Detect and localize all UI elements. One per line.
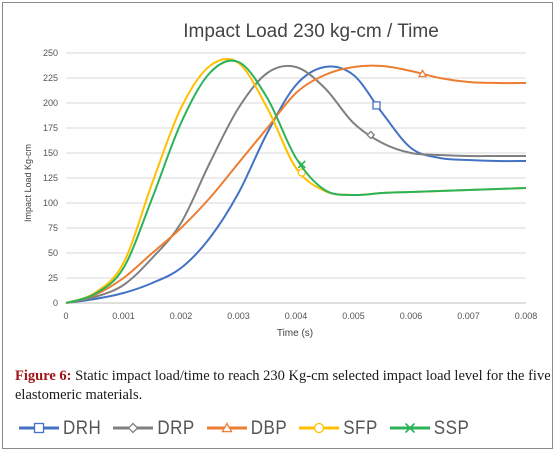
- chart: Impact Load 230 kg-cm / Time 0 25 50 75 100 1…: [23, 21, 537, 339]
- series-line-ssp: [65, 59, 527, 304]
- series-marker-drh: [372, 101, 381, 110]
- legend-marker-drp: [127, 422, 139, 434]
- x-tick-label: 0: [63, 311, 68, 321]
- y-tick-label: 125: [43, 173, 58, 183]
- legend-label: DRP: [157, 416, 195, 439]
- x-tick-label: 0.001: [112, 311, 135, 321]
- legend-marker-drh: [33, 422, 45, 434]
- series-line-dbp: [65, 64, 527, 304]
- x-tick-label: 0.005: [342, 311, 365, 321]
- legend-item-drh: DRH: [17, 416, 102, 439]
- legend-label: SFP: [343, 416, 378, 439]
- legend-swatch-dbp: [206, 422, 247, 433]
- legend-item-sfp: SFP: [297, 416, 378, 439]
- x-tick-label: 0.007: [457, 311, 480, 321]
- series-line-drh: [65, 65, 527, 304]
- caption-text: Static impact load/time to reach 230 Kg-…: [15, 368, 551, 403]
- y-tick-label: 100: [43, 198, 58, 208]
- figure-frame: Impact Load 230 kg-cm / Time 0 25 50 75 100 1…: [2, 2, 553, 449]
- y-tick-label: 75: [48, 223, 58, 233]
- legend-label: DRH: [63, 416, 102, 439]
- y-axis-title: Impact Load Kg-cm: [23, 144, 33, 222]
- axes: 0 25 50 75 100 125 150 175 200 225 250 0 0.001 0.002 0…: [43, 48, 537, 321]
- y-tick-label: 25: [48, 273, 58, 283]
- y-tick-label: 0: [53, 298, 58, 308]
- series-marker-dbp: [417, 68, 428, 78]
- series-line-drp: [65, 64, 526, 304]
- series-lines: [65, 57, 527, 304]
- x-axis-title: Time (s): [277, 328, 313, 339]
- y-tick-label: 250: [43, 48, 58, 58]
- figure-caption: Figure 6: Static impact load/time to rea…: [15, 367, 555, 405]
- legend-item-dbp: DBP: [205, 416, 288, 439]
- legend-label: DBP: [250, 416, 288, 439]
- legend-swatch-sfp: [299, 422, 340, 434]
- x-tick-label: 0.004: [285, 311, 308, 321]
- y-tick-label: 200: [43, 98, 58, 108]
- legend-marker-sfp: [314, 422, 325, 434]
- series-line-sfp: [65, 57, 527, 304]
- x-tick-label: 0.003: [227, 311, 250, 321]
- legend-marker-ssp: [404, 422, 415, 434]
- legend: DRH DRP DBP SFP SSP: [17, 413, 479, 443]
- legend-swatch-ssp: [389, 422, 430, 434]
- y-tick-label: 150: [43, 148, 58, 158]
- y-tick-label: 50: [48, 248, 58, 258]
- legend-item-drp: DRP: [111, 416, 195, 439]
- x-tick-label: 0.006: [400, 311, 423, 321]
- x-tick-label: 0.008: [515, 311, 538, 321]
- series-marker-ssp: [297, 160, 306, 169]
- series-marker-drp: [366, 130, 376, 140]
- legend-swatch-drh: [19, 422, 59, 434]
- legend-label: SSP: [433, 416, 470, 439]
- legend-marker-dbp: [221, 422, 233, 433]
- x-tick-label: 0.002: [170, 311, 193, 321]
- legend-swatch-drp: [113, 422, 154, 434]
- y-tick-label: 225: [43, 73, 58, 83]
- y-tick-label: 175: [43, 123, 58, 133]
- chart-title: Impact Load 230 kg-cm / Time: [183, 21, 439, 42]
- legend-item-ssp: SSP: [388, 416, 470, 439]
- gridlines: [66, 52, 526, 279]
- caption-label: Figure 6:: [15, 368, 72, 384]
